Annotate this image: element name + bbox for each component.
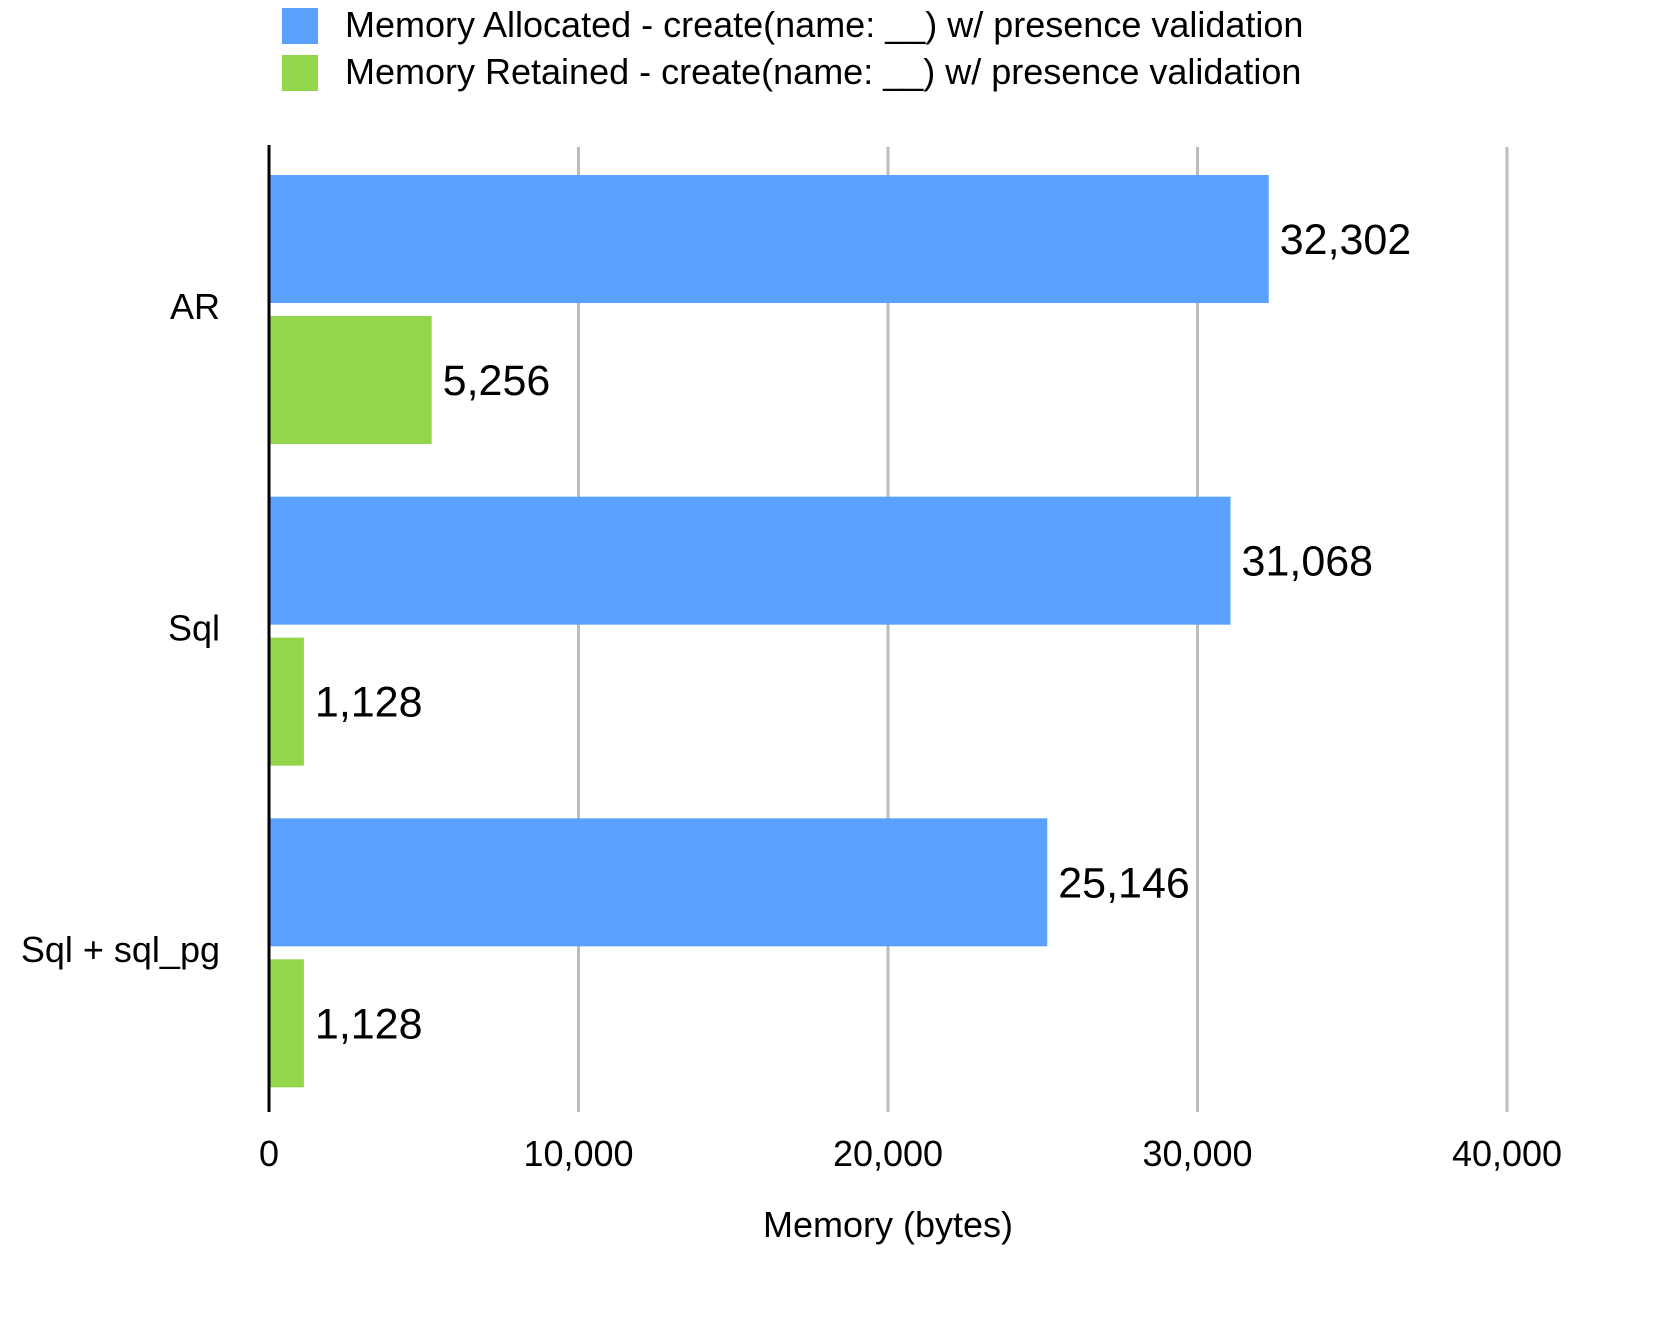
bar-value-label-2-2: 1,128 <box>315 679 423 727</box>
bar-value-labels: 32,302 5,256 31,068 1,128 25,146 1,128 <box>315 216 1411 1048</box>
bar-1-1 <box>269 175 1269 303</box>
legend-label-2: Memory Retained - create(name: __) w/ pr… <box>345 51 1301 92</box>
category-label-3: Sql + sql_pg <box>21 929 220 970</box>
x-tick-label-4: 40,000 <box>1452 1133 1562 1174</box>
bars <box>269 175 1269 1088</box>
legend: Memory Allocated - create(name: __) w/ p… <box>282 4 1303 92</box>
gridlines <box>577 147 1509 1112</box>
category-label-1: AR <box>170 286 220 327</box>
category-labels: AR Sql Sql + sql_pg <box>21 286 220 970</box>
bar-value-label-1-2: 31,068 <box>1242 538 1374 586</box>
bar-value-label-1-1: 32,302 <box>1280 216 1412 264</box>
bar-1-3 <box>269 818 1048 947</box>
x-tick-label-0: 0 <box>259 1133 279 1174</box>
x-tick-labels: 0 10,000 20,000 30,000 40,000 <box>259 1133 1562 1174</box>
legend-swatch-2 <box>282 55 318 91</box>
bar-value-label-1-3: 25,146 <box>1058 859 1190 907</box>
bar-value-label-2-3: 1,128 <box>315 1000 423 1048</box>
legend-swatch-1 <box>282 8 318 44</box>
legend-label-1: Memory Allocated - create(name: __) w/ p… <box>345 4 1303 45</box>
x-tick-label-2: 20,000 <box>833 1133 943 1174</box>
bar-2-3 <box>269 959 304 1088</box>
bar-2-1 <box>269 316 432 444</box>
bar-value-label-2-1: 5,256 <box>443 357 551 405</box>
bar-2-2 <box>269 637 304 766</box>
x-axis-title: Memory (bytes) <box>763 1204 1013 1245</box>
bar-1-2 <box>269 496 1231 625</box>
category-label-2: Sql <box>168 608 220 649</box>
x-tick-label-1: 10,000 <box>523 1133 633 1174</box>
x-tick-label-3: 30,000 <box>1142 1133 1252 1174</box>
